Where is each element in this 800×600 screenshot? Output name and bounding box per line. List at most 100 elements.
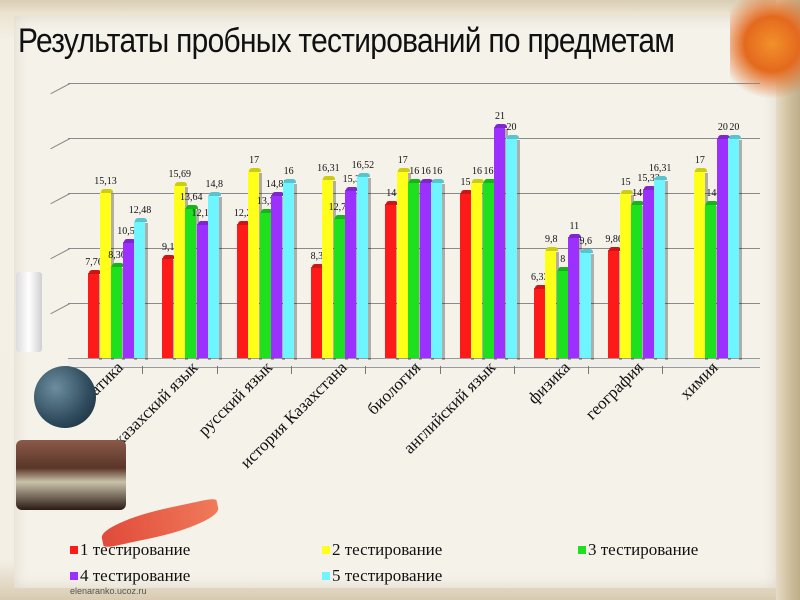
bar-value-label: 8	[560, 254, 566, 265]
bar-value-label: 9,6	[579, 236, 593, 248]
bar	[419, 182, 434, 360]
x-axis-tick	[513, 366, 515, 374]
bar	[162, 257, 177, 361]
bar	[545, 250, 560, 360]
bar-value-label: 15,13	[94, 175, 117, 187]
legend-item: 5 тестирование	[322, 566, 442, 586]
legend-swatch	[322, 572, 330, 580]
bar	[654, 178, 669, 361]
category-label: русский язык	[193, 357, 276, 440]
bar-value-label: 16	[283, 166, 294, 177]
bar	[608, 249, 623, 361]
bar	[568, 237, 583, 360]
bar-value-label: 14,85	[265, 178, 289, 190]
legend-swatch	[322, 546, 330, 554]
bar-value-label: 12,2	[233, 207, 252, 219]
bar	[208, 195, 223, 360]
bar	[122, 241, 137, 361]
bar-value-label: 14	[386, 188, 397, 199]
legend-label: 3 тестирование	[588, 540, 699, 559]
bar-value-label: 12,15	[191, 208, 215, 220]
bar	[385, 204, 400, 360]
bar	[396, 171, 411, 360]
legend-item: 3 тестирование	[578, 540, 698, 560]
candle-decoration	[16, 272, 42, 352]
bar	[471, 182, 485, 360]
books-decoration	[16, 440, 126, 510]
bar-value-label: 14,8	[205, 179, 224, 191]
bar	[556, 270, 571, 360]
bar-value-label: 9,86	[605, 233, 623, 245]
bar-value-label: 14	[706, 188, 717, 199]
bar	[619, 193, 634, 360]
bar-value-label: 16	[409, 166, 420, 177]
bar	[88, 272, 102, 361]
bar-value-label: 12,48	[128, 204, 152, 216]
legend-label: 1 тестирование	[80, 540, 191, 559]
bar-value-label: 16,31	[648, 162, 672, 174]
bar	[579, 252, 594, 360]
bar	[333, 217, 348, 361]
slide-title: Результаты пробных тестирований по предм…	[18, 22, 675, 60]
gridline	[68, 138, 760, 139]
bar-value-label: 21	[495, 111, 505, 122]
bar	[236, 223, 251, 361]
bar	[134, 220, 148, 361]
x-axis-tick	[588, 366, 590, 374]
bar-value-label: 12,76	[328, 201, 352, 213]
bar	[173, 185, 188, 360]
autumn-leaves-decoration	[730, 0, 800, 110]
bar	[310, 266, 325, 361]
bar	[533, 288, 548, 360]
bar-value-label: 17	[694, 155, 705, 166]
legend-label: 2 тестирование	[332, 540, 443, 559]
bar-value-label: 15,69	[168, 169, 192, 181]
chart-floor	[68, 358, 760, 368]
bar-value-label: 16	[420, 166, 431, 177]
legend-item: 4 тестирование	[70, 566, 190, 586]
x-axis-tick	[290, 366, 292, 374]
x-axis-tick	[365, 366, 367, 374]
bar	[259, 211, 274, 361]
bar-value-label: 11	[569, 221, 580, 232]
legend-swatch	[70, 572, 78, 580]
bar	[728, 138, 743, 360]
legend-item: 1 тестирование	[70, 540, 190, 560]
gridline	[68, 83, 760, 84]
bar-value-label: 15,3	[342, 173, 361, 185]
bar	[631, 204, 646, 360]
bar-value-label: 14	[632, 188, 643, 199]
bar-value-label: 10,55	[117, 225, 140, 237]
legend-swatch	[578, 546, 586, 554]
bar-value-label: 16,52	[351, 160, 375, 172]
bar-value-label: 9,1	[162, 241, 175, 253]
bar-value-label: 17	[397, 155, 408, 166]
bar-value-label: 8,3	[310, 250, 324, 262]
bar	[505, 138, 520, 360]
bar	[642, 189, 657, 360]
bar-value-label: 9,8	[545, 234, 558, 246]
bar-value-label: 7,76	[85, 256, 103, 268]
bar	[185, 207, 200, 361]
legend-item: 2 тестирование	[322, 540, 442, 560]
bar	[271, 194, 286, 361]
bar	[111, 266, 125, 360]
legend-label: 4 тестирование	[80, 566, 191, 585]
bar	[282, 182, 297, 360]
bar	[693, 171, 708, 360]
x-axis-tick	[439, 366, 441, 374]
bar	[356, 176, 371, 360]
bar-value-label: 15	[460, 177, 471, 188]
x-axis-tick	[662, 366, 664, 374]
chart-legend: 1 тестирование 2 тестирование 3 тестирован…	[70, 540, 770, 590]
watermark-text: elenaranko.ucoz.ru	[70, 586, 147, 596]
bar	[99, 191, 114, 361]
globe-decoration	[34, 366, 96, 428]
bar-value-label: 16	[483, 166, 494, 177]
bar	[196, 224, 211, 360]
bar	[482, 182, 497, 360]
bar	[705, 204, 720, 360]
x-axis-tick	[142, 366, 144, 374]
bar-value-label: 15,33	[637, 173, 660, 185]
